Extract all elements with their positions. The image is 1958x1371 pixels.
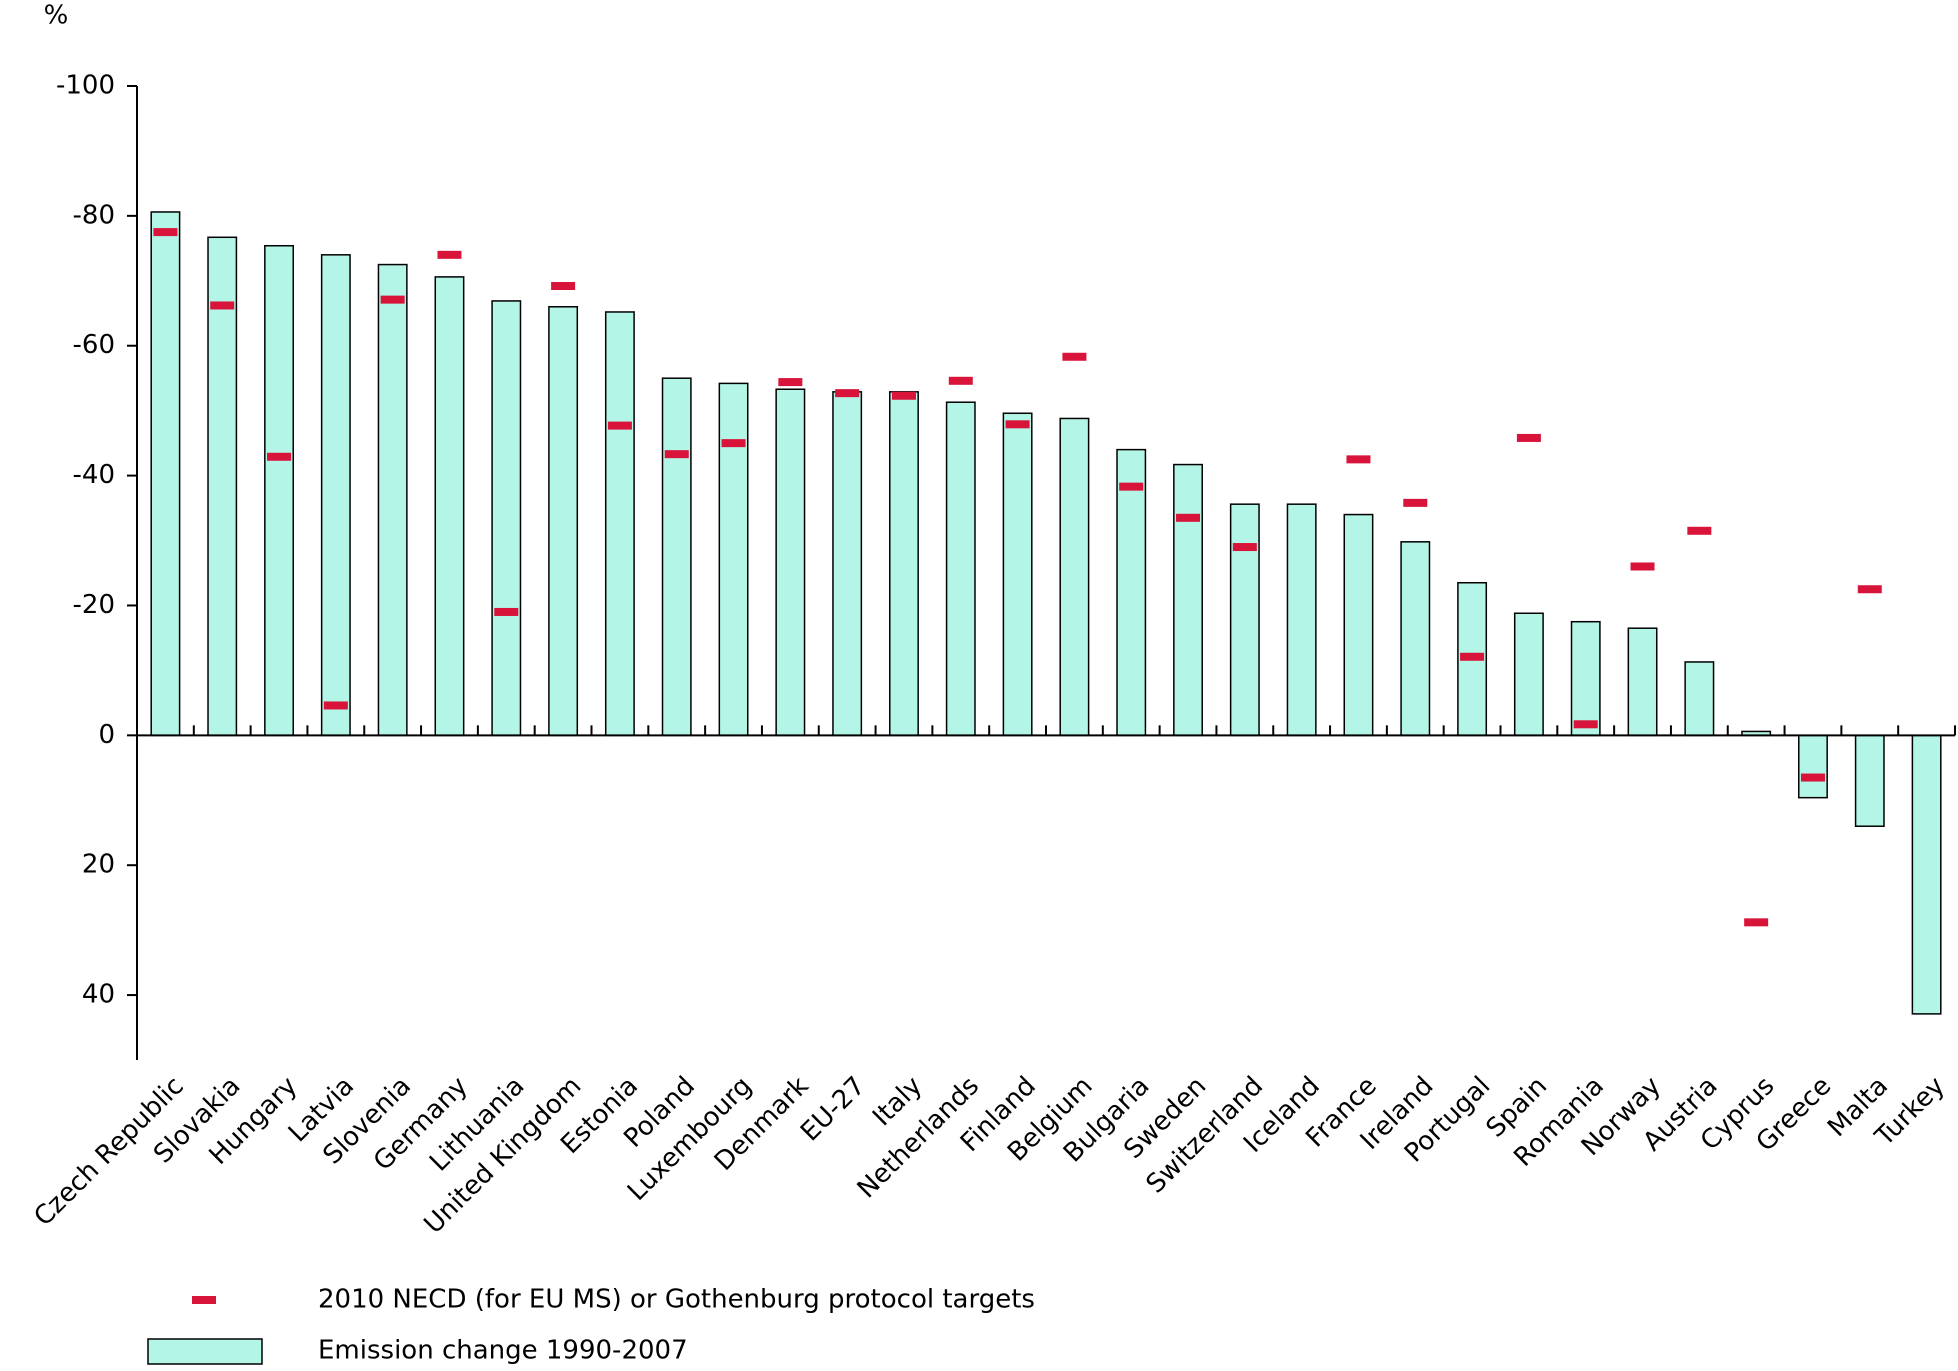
- target-marker: [1630, 562, 1655, 571]
- target-marker: [210, 301, 235, 310]
- target-marker: [1176, 513, 1201, 522]
- target-marker: [323, 701, 348, 710]
- bar: [1684, 661, 1715, 737]
- bar: [491, 300, 522, 737]
- bar: [945, 401, 976, 737]
- bar: [718, 382, 749, 737]
- bar: [661, 377, 692, 737]
- bar: [1627, 627, 1658, 737]
- target-marker: [835, 389, 860, 398]
- y-tick-label: -40: [73, 460, 115, 490]
- target-marker: [1744, 918, 1769, 927]
- target-marker: [1232, 543, 1257, 552]
- target-marker: [494, 607, 519, 616]
- target-marker: [891, 391, 916, 400]
- bar: [1911, 734, 1942, 1015]
- legend-marker: [147, 1338, 263, 1365]
- legend-marker: [192, 1296, 216, 1304]
- y-tick-label: -60: [73, 330, 115, 360]
- target-marker: [380, 295, 405, 304]
- bar: [889, 391, 919, 737]
- bar: [1173, 463, 1203, 737]
- bar: [1854, 734, 1885, 827]
- target-marker: [948, 376, 973, 385]
- bar: [1343, 513, 1374, 737]
- target-marker: [1573, 720, 1598, 729]
- y-tick-label: -80: [73, 200, 115, 230]
- target-marker: [437, 250, 462, 259]
- target-marker: [153, 228, 178, 237]
- bar: [207, 236, 238, 737]
- y-tick-label: 20: [82, 850, 115, 880]
- bar: [320, 254, 351, 737]
- bar: [832, 391, 863, 737]
- bar: [1059, 417, 1090, 737]
- bar: [1798, 734, 1828, 799]
- target-marker: [778, 378, 803, 387]
- bar: [434, 276, 465, 737]
- bar: [264, 244, 294, 737]
- legend-label: 2010 NECD (for EU MS) or Gothenburg prot…: [318, 1285, 1035, 1315]
- target-marker: [721, 439, 746, 448]
- target-marker: [1005, 420, 1030, 429]
- bar: [1400, 541, 1431, 737]
- target-marker: [551, 281, 576, 290]
- bar: [548, 306, 579, 737]
- bar: [1229, 503, 1260, 737]
- legend-label: Emission change 1990-2007: [318, 1336, 688, 1366]
- target-marker: [1403, 498, 1428, 507]
- target-marker: [1346, 455, 1371, 464]
- target-marker: [1516, 433, 1541, 442]
- bar: [377, 263, 408, 737]
- bar: [1116, 448, 1147, 737]
- target-marker: [1460, 652, 1485, 661]
- bar: [604, 311, 635, 737]
- y-axis-label: %: [44, 1, 69, 31]
- target-marker: [607, 421, 632, 430]
- bar: [1513, 612, 1544, 737]
- target-marker: [1687, 526, 1712, 535]
- target-marker: [1800, 773, 1825, 782]
- target-marker: [267, 452, 292, 461]
- bar: [775, 388, 806, 737]
- y-tick-label: -100: [56, 71, 115, 101]
- target-marker: [1062, 352, 1087, 361]
- target-marker: [1857, 585, 1882, 594]
- target-marker: [664, 450, 689, 459]
- bar: [1002, 412, 1033, 737]
- y-tick-label: 40: [82, 980, 115, 1010]
- bar: [1286, 503, 1317, 737]
- bar: [150, 211, 181, 737]
- target-marker: [1119, 482, 1144, 491]
- y-tick-label: -20: [73, 590, 115, 620]
- y-tick-label: 0: [98, 720, 115, 750]
- x-tick-label: EU-27: [795, 1071, 871, 1147]
- bar: [1570, 620, 1601, 737]
